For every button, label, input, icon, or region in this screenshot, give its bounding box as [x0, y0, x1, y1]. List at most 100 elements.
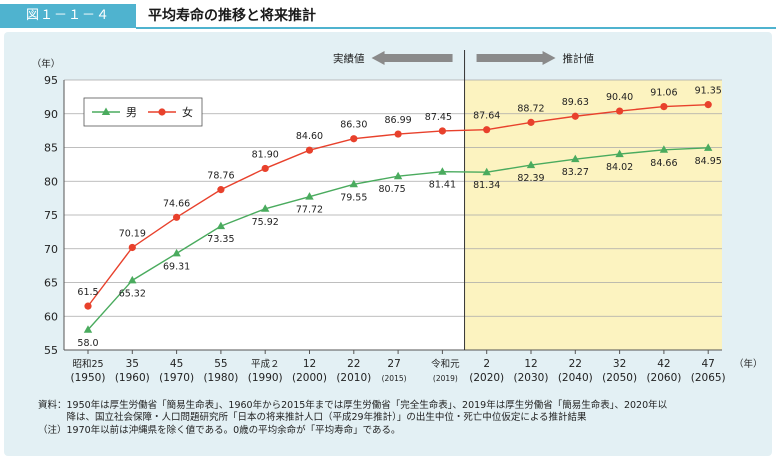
data-point-female	[128, 243, 136, 252]
actual-arrow-icon	[371, 51, 453, 65]
data-label-male: 84.95	[695, 156, 722, 167]
data-label-male: 69.31	[163, 261, 190, 272]
x-tick-year-label: (2060)	[646, 372, 681, 384]
data-point-female	[483, 126, 491, 134]
chart-panel: 55 60 65 70 75 80 85 90 95 （年） 実績値 推計値昭和25 (1950) 35 (…	[4, 32, 772, 456]
data-point-male	[615, 149, 624, 158]
legend-marker-female	[158, 108, 166, 116]
data-label-male: 81.41	[429, 180, 456, 191]
x-tick-label: 12	[303, 358, 316, 370]
data-point-male	[305, 192, 314, 200]
x-tick-year-label: (2065)	[691, 372, 726, 384]
y-tick-label: 90	[44, 108, 58, 121]
x-tick-label: 47	[702, 358, 715, 370]
y-tick-label: 60	[44, 310, 58, 323]
data-point-female	[217, 186, 225, 194]
y-tick-label: 80	[44, 175, 58, 188]
figure-label: 図１－１－４	[0, 4, 136, 28]
data-point-male	[659, 145, 669, 153]
footnote-source-2: 降は、国立社会保障・人口問題研究所「日本の将来推計人口（平成29年推計）」の出生…	[38, 412, 587, 423]
y-tick-label: 70	[44, 243, 58, 256]
x-tick-label: 22	[569, 358, 582, 370]
data-point-male	[83, 325, 93, 333]
data-label-female: 87.45	[425, 112, 452, 123]
data-label-female: 89.63	[562, 97, 589, 108]
data-point-female	[527, 118, 535, 126]
data-label-female: 61.5	[77, 287, 98, 298]
data-label-female: 81.90	[252, 149, 279, 160]
data-label-female: 88.72	[517, 103, 544, 114]
data-label-male: 58.0	[77, 338, 98, 349]
section-label-projected: 推計値	[563, 52, 595, 65]
y-tick-label: 55	[44, 344, 58, 357]
data-point-male	[216, 221, 226, 230]
data-label-female: 91.35	[695, 86, 722, 97]
data-label-male: 73.35	[207, 234, 234, 245]
data-point-male	[172, 248, 181, 257]
data-point-female	[571, 112, 579, 120]
y-tick-label: 65	[44, 277, 58, 290]
figure-title: 平均寿命の推移と将来推計	[148, 8, 316, 24]
data-point-female	[261, 164, 269, 173]
data-label-female: 74.66	[163, 198, 190, 209]
data-point-female	[616, 107, 624, 115]
x-tick-year-label: (2000)	[292, 372, 327, 384]
data-point-male	[482, 167, 491, 176]
data-point-female	[305, 146, 314, 154]
data-label-male: 79.55	[340, 192, 367, 203]
figure-header: 図１－１－４ 平均寿命の推移と将来推計	[0, 0, 776, 30]
data-label-female: 84.60	[296, 131, 323, 142]
data-label-female: 86.99	[384, 115, 411, 126]
x-axis-unit: （年）	[734, 358, 763, 370]
data-label-male: 84.66	[650, 158, 677, 169]
x-tick-year-label: (1950)	[71, 372, 106, 384]
x-tick-year-label: (1980)	[203, 372, 238, 384]
x-tick-label: 平成２	[251, 358, 280, 370]
data-label-female: 70.19	[119, 228, 146, 239]
data-label-male: 84.02	[606, 162, 633, 173]
x-tick-label: 令和元	[431, 358, 460, 370]
data-point-male	[571, 154, 580, 163]
data-label-male: 65.32	[119, 288, 146, 299]
y-tick-label: 75	[44, 209, 58, 222]
footnote-note: （注）1970年以前は沖縄県を除く値である。0歳の平均余命が「平均寿命」である。	[38, 425, 401, 436]
y-tick-label: 85	[44, 142, 58, 155]
y-tick-label: 95	[44, 74, 58, 87]
data-label-male: 75.92	[252, 217, 279, 228]
data-point-male	[526, 160, 536, 169]
data-point-male	[704, 143, 713, 151]
header-rule	[136, 27, 776, 29]
data-label-male: 83.27	[562, 167, 589, 178]
x-tick-label: 22	[347, 358, 360, 370]
data-label-female: 91.06	[650, 88, 677, 99]
data-label-female: 78.76	[207, 171, 234, 182]
x-tick-label: 32	[613, 358, 626, 370]
data-point-female	[173, 213, 181, 221]
y-axis-unit: （年）	[32, 58, 61, 70]
data-label-male: 80.75	[378, 184, 405, 195]
x-tick-label: 2	[483, 358, 490, 370]
data-point-male	[438, 167, 447, 175]
data-label-female: 86.30	[340, 120, 367, 131]
legend-marker-male	[101, 107, 111, 115]
data-point-female	[84, 302, 92, 310]
x-tick-label: 42	[657, 358, 670, 370]
data-point-female	[438, 127, 446, 135]
x-tick-year-label: (1970)	[159, 372, 194, 384]
x-tick-year-label: (2010)	[336, 372, 371, 384]
projected-arrow-icon	[476, 51, 556, 65]
x-tick-label: 27	[387, 358, 400, 370]
x-tick-year-label: (2030)	[514, 372, 549, 384]
data-point-male	[261, 204, 270, 212]
data-label-male: 77.72	[296, 205, 323, 216]
section-label-actual: 実績値	[333, 52, 365, 65]
legend-label-female: 女	[182, 105, 193, 119]
x-tick-label: 35	[126, 358, 139, 370]
footnote-source-1: 資料：1950年は厚生労働省「簡易生命表」、1960年から2015年までは厚生労…	[38, 400, 668, 411]
x-tick-year-label: (2015)	[382, 374, 407, 383]
legend-label-male: 男	[126, 106, 137, 119]
x-tick-year-label: (2019)	[433, 374, 458, 383]
x-tick-label: 昭和25	[72, 359, 103, 370]
data-label-female: 87.64	[473, 111, 500, 122]
